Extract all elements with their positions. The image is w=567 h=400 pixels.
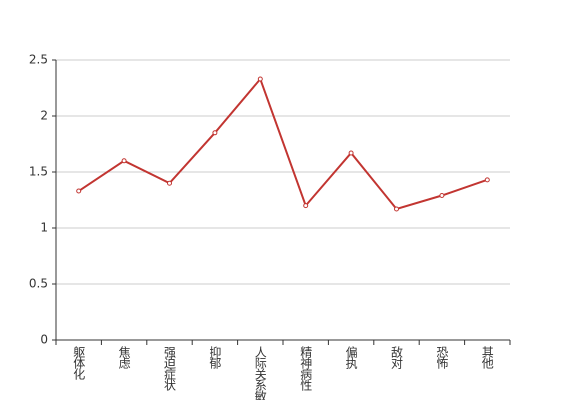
point <box>167 180 172 186</box>
y-tick-label: 2 <box>40 109 48 123</box>
x-tick-label: 抑郁 <box>208 345 222 370</box>
y-tick-label: 1.5 <box>29 165 48 179</box>
point <box>76 188 82 194</box>
point <box>212 130 218 136</box>
x-tick-label: 精神病性 <box>299 346 313 392</box>
point <box>121 158 127 164</box>
y-tick-label: 0.5 <box>29 277 48 291</box>
x-tick-label: 躯体化 <box>72 345 86 381</box>
x-tick-label: 人际关系敏感 <box>253 346 267 400</box>
x-tick-label: 焦虑 <box>117 346 131 369</box>
point <box>439 193 445 199</box>
x-tick-label: 其他 <box>480 346 494 369</box>
x-tick-label: 恐怖 <box>435 346 449 369</box>
y-tick-label: 2.5 <box>29 53 48 67</box>
x-tick-label: 强迫症状 <box>163 346 177 391</box>
line <box>78 77 488 211</box>
y-tick-label: 1 <box>40 221 48 235</box>
point <box>257 76 263 82</box>
point <box>394 206 399 212</box>
point <box>348 150 354 156</box>
x-tick-label: 敌对 <box>390 345 404 369</box>
point <box>303 203 309 209</box>
point <box>484 177 490 183</box>
y-tick-label: 0 <box>40 333 48 347</box>
x-tick-label: 偏执 <box>344 345 358 370</box>
